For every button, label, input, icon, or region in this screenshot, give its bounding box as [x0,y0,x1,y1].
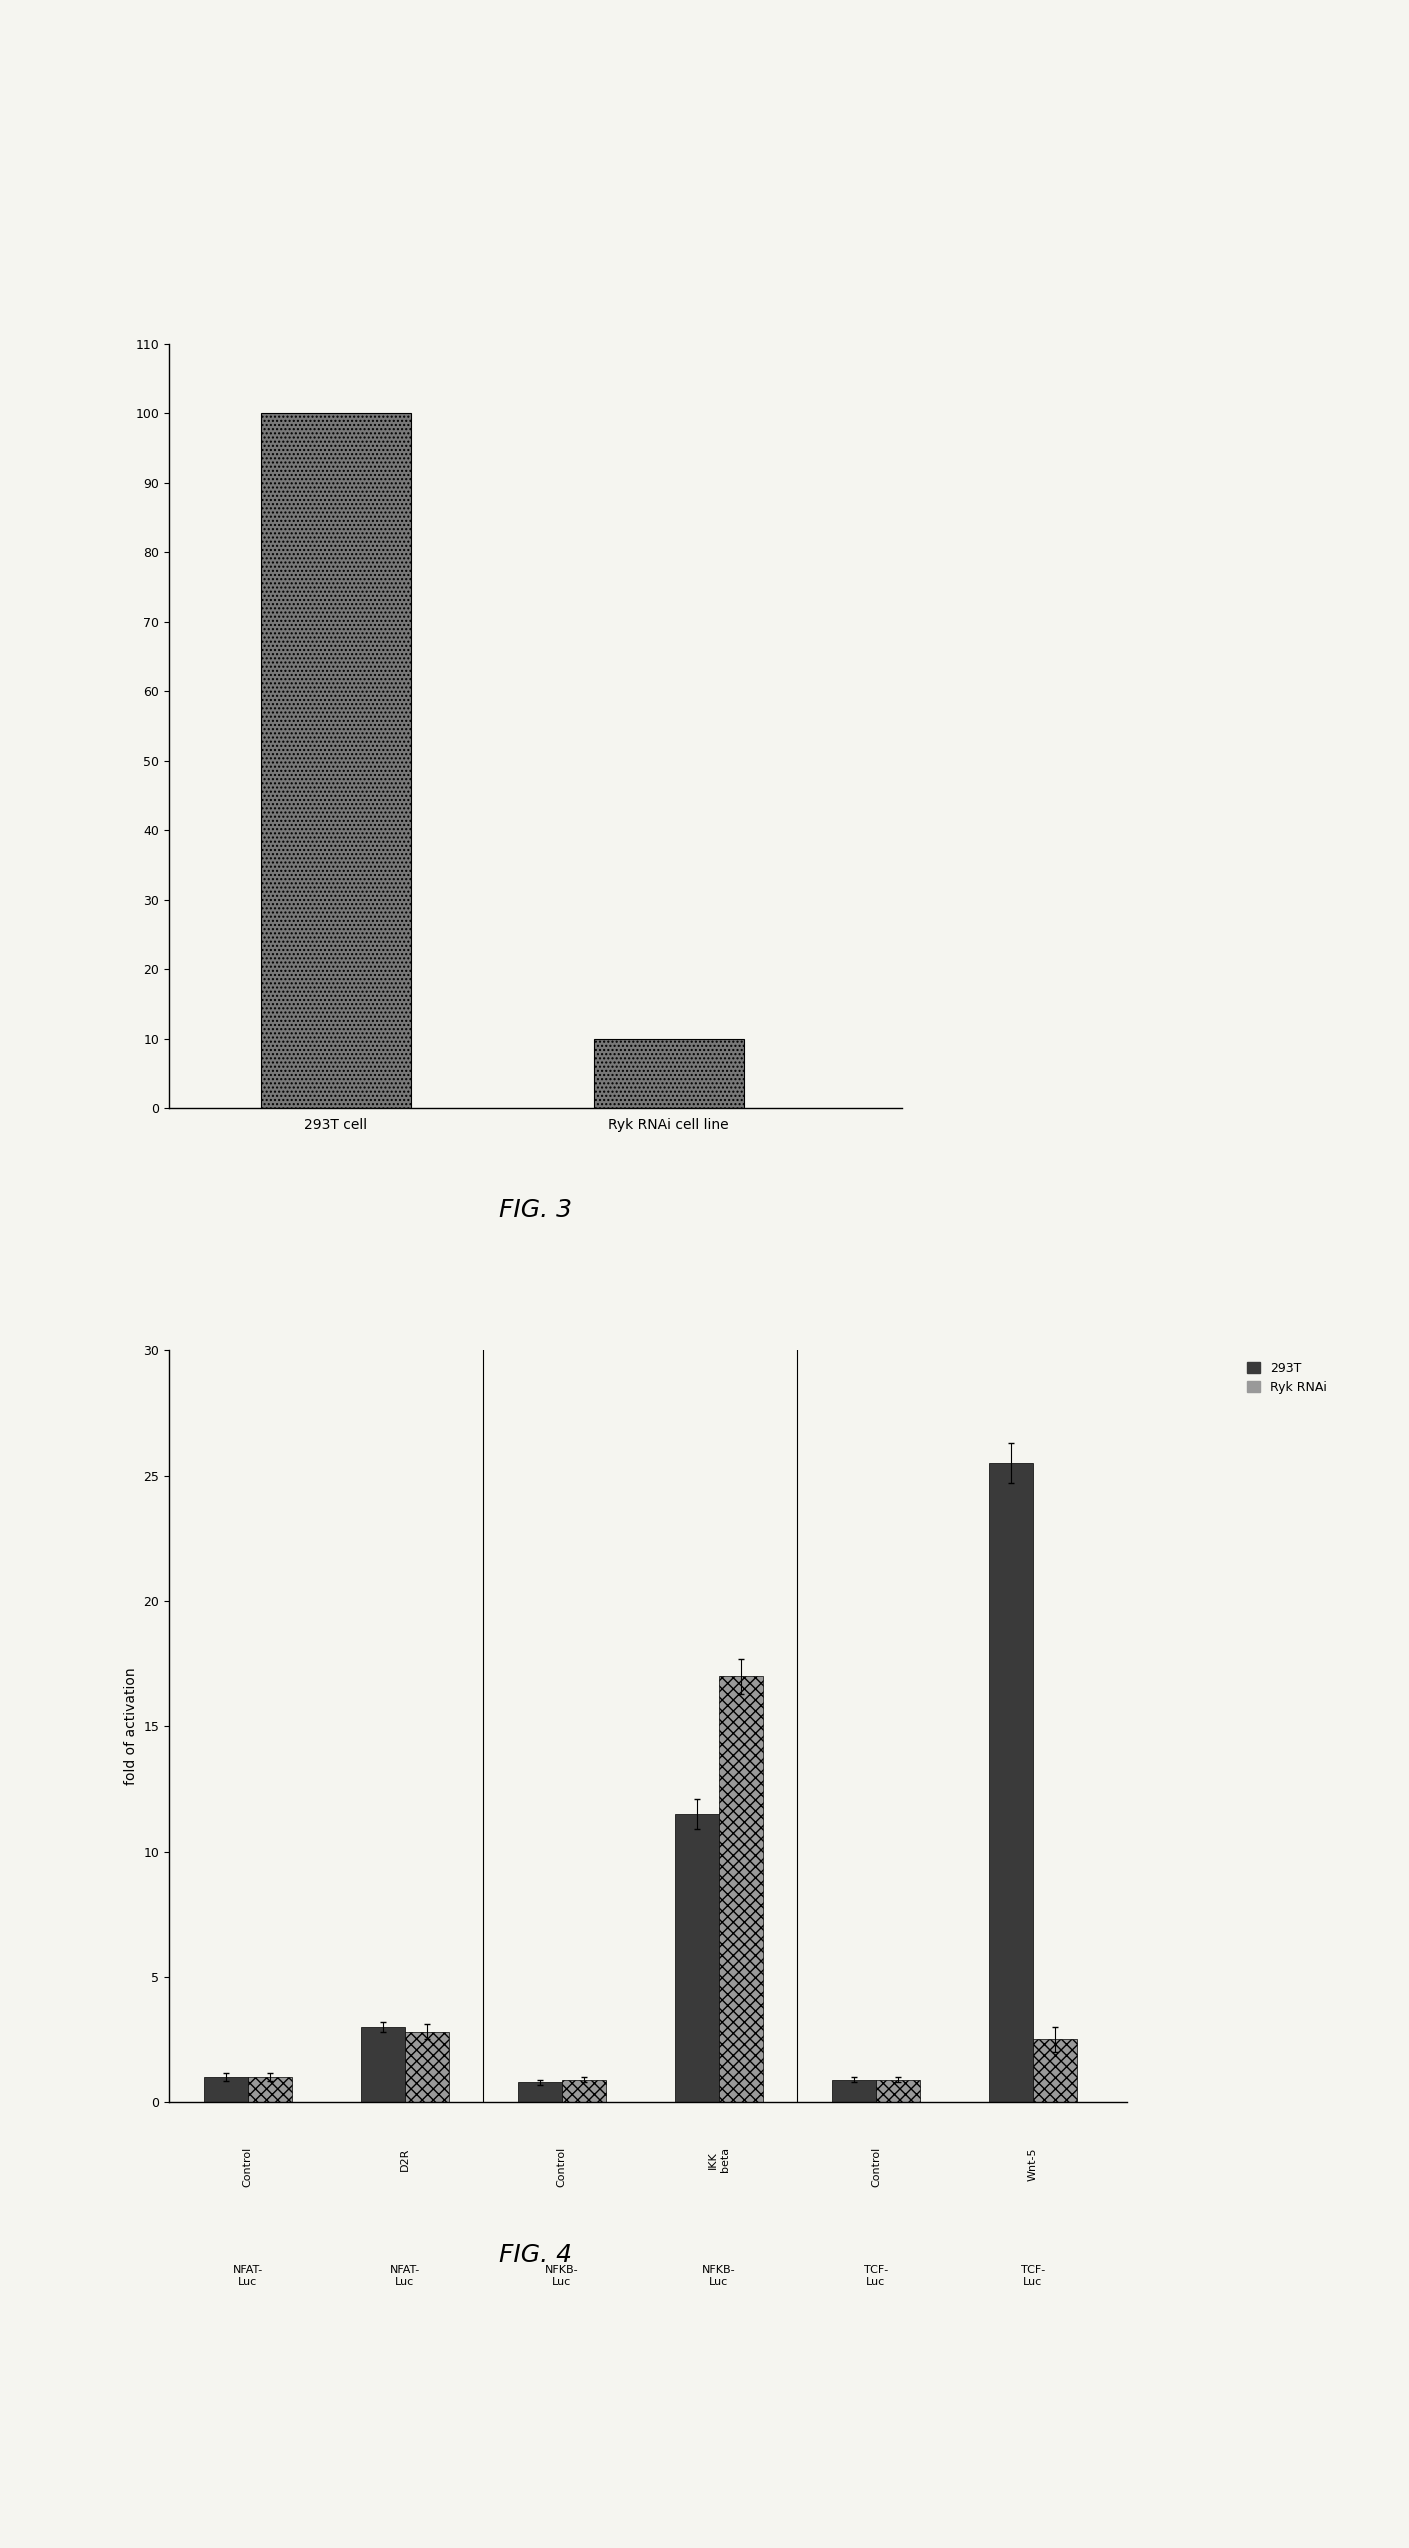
Text: IKK
beta: IKK beta [707,2148,730,2173]
Legend: 293T, Ryk RNAi: 293T, Ryk RNAi [1243,1356,1332,1399]
Text: FIG. 3: FIG. 3 [499,1198,572,1223]
Bar [248,2077,292,2102]
Text: Control: Control [871,2148,881,2186]
Text: NFKB-
Luc: NFKB- Luc [702,2265,735,2286]
Bar [675,1814,719,2102]
Bar [261,413,410,1108]
Text: NFAT-
Luc: NFAT- Luc [232,2265,262,2286]
Text: TCF-
Luc: TCF- Luc [1022,2265,1045,2286]
Text: Wnt-5: Wnt-5 [1029,2148,1038,2181]
Text: Control: Control [242,2148,252,2186]
Text: Control: Control [557,2148,566,2186]
Bar [204,2077,248,2102]
Bar [593,1040,744,1108]
Text: TCF-
Luc: TCF- Luc [864,2265,888,2286]
Bar [562,2079,606,2102]
Bar [404,2031,448,2102]
Text: D2R: D2R [400,2148,410,2171]
Bar [361,2028,404,2102]
Text: FIG. 4: FIG. 4 [499,2242,572,2268]
Text: NFAT-
Luc: NFAT- Luc [389,2265,420,2286]
Bar [517,2082,562,2102]
Bar [1033,2038,1076,2102]
Bar [831,2079,876,2102]
Bar [876,2079,920,2102]
Y-axis label: fold of activation: fold of activation [124,1666,138,1786]
Text: NFKB-
Luc: NFKB- Luc [545,2265,579,2286]
Bar [719,1677,762,2102]
Bar [989,1463,1033,2102]
